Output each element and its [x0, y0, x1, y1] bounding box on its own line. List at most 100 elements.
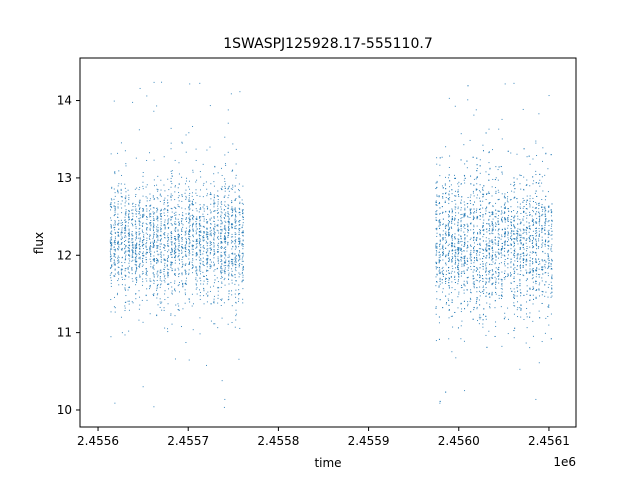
data-point: [454, 255, 456, 257]
data-point: [513, 238, 515, 240]
data-point: [170, 314, 172, 316]
data-point: [220, 241, 222, 243]
data-point: [142, 258, 144, 260]
data-point: [177, 197, 179, 199]
data-point: [464, 204, 466, 206]
data-point: [231, 169, 233, 171]
data-point: [439, 271, 441, 273]
data-point: [178, 241, 180, 243]
data-point: [464, 227, 466, 229]
data-point: [149, 212, 151, 214]
data-point: [504, 242, 506, 244]
data-point: [139, 227, 141, 229]
data-point: [113, 188, 115, 190]
data-point: [528, 155, 530, 157]
data-point: [239, 220, 241, 221]
data-point: [164, 234, 166, 236]
data-point: [188, 234, 190, 236]
data-point: [146, 218, 148, 220]
data-point: [200, 280, 202, 282]
data-point: [121, 257, 123, 259]
data-point: [224, 201, 226, 203]
data-point: [542, 213, 544, 215]
data-point: [213, 242, 215, 244]
data-point: [479, 286, 481, 288]
data-point: [139, 211, 141, 213]
data-point: [199, 82, 201, 84]
data-point: [139, 257, 141, 259]
data-point: [513, 242, 515, 244]
data-point: [551, 258, 553, 260]
data-point: [492, 206, 494, 208]
data-point: [163, 270, 165, 272]
data-point: [184, 294, 186, 296]
data-point: [531, 258, 533, 260]
data-point: [232, 259, 234, 261]
data-point: [117, 257, 119, 259]
data-point: [220, 256, 222, 258]
data-point: [206, 262, 208, 264]
data-point: [485, 274, 487, 276]
data-point: [497, 189, 499, 191]
data-point: [146, 280, 148, 282]
data-point: [146, 95, 148, 97]
data-point: [114, 208, 116, 210]
data-point: [178, 223, 180, 225]
data-point: [536, 268, 538, 270]
data-point: [111, 186, 113, 188]
data-point: [473, 269, 475, 271]
data-point: [191, 225, 193, 227]
data-point: [145, 251, 147, 253]
data-point: [548, 283, 550, 285]
data-point: [436, 232, 438, 234]
data-point: [198, 223, 200, 225]
data-point: [210, 212, 212, 214]
data-point: [460, 199, 462, 201]
data-point: [457, 242, 459, 244]
data-point: [231, 233, 233, 235]
data-point: [466, 281, 468, 283]
data-point: [479, 172, 481, 174]
data-point: [228, 274, 230, 276]
data-point: [503, 241, 505, 243]
data-point: [479, 184, 481, 186]
data-point: [143, 234, 145, 236]
data-point: [131, 224, 133, 226]
data-point: [178, 284, 180, 286]
data-point: [111, 207, 113, 209]
data-point: [164, 207, 166, 209]
data-point: [227, 264, 229, 266]
data-point: [177, 229, 179, 231]
data-point: [242, 245, 244, 247]
data-point: [174, 256, 176, 258]
data-point: [523, 189, 525, 191]
data-point: [230, 208, 232, 210]
data-point: [495, 166, 497, 168]
data-point: [134, 259, 136, 261]
data-point: [220, 245, 222, 247]
data-point: [239, 255, 241, 257]
data-point: [451, 287, 453, 289]
data-point: [454, 279, 456, 281]
data-point: [213, 250, 215, 252]
data-point: [485, 208, 487, 210]
data-point: [228, 263, 230, 265]
data-point: [470, 266, 472, 268]
data-point: [150, 221, 152, 223]
data-point: [451, 189, 453, 191]
data-point: [548, 257, 550, 259]
data-point: [477, 250, 479, 252]
data-point: [485, 247, 487, 249]
data-point: [482, 214, 484, 216]
data-point: [519, 206, 521, 208]
data-point: [519, 237, 521, 239]
data-point: [479, 229, 481, 231]
data-point: [551, 220, 553, 222]
data-point: [114, 254, 116, 256]
data-point: [118, 267, 120, 269]
data-point: [227, 299, 229, 301]
data-point: [177, 218, 179, 220]
data-point: [124, 270, 126, 272]
data-point: [460, 287, 462, 289]
data-point: [182, 247, 184, 249]
